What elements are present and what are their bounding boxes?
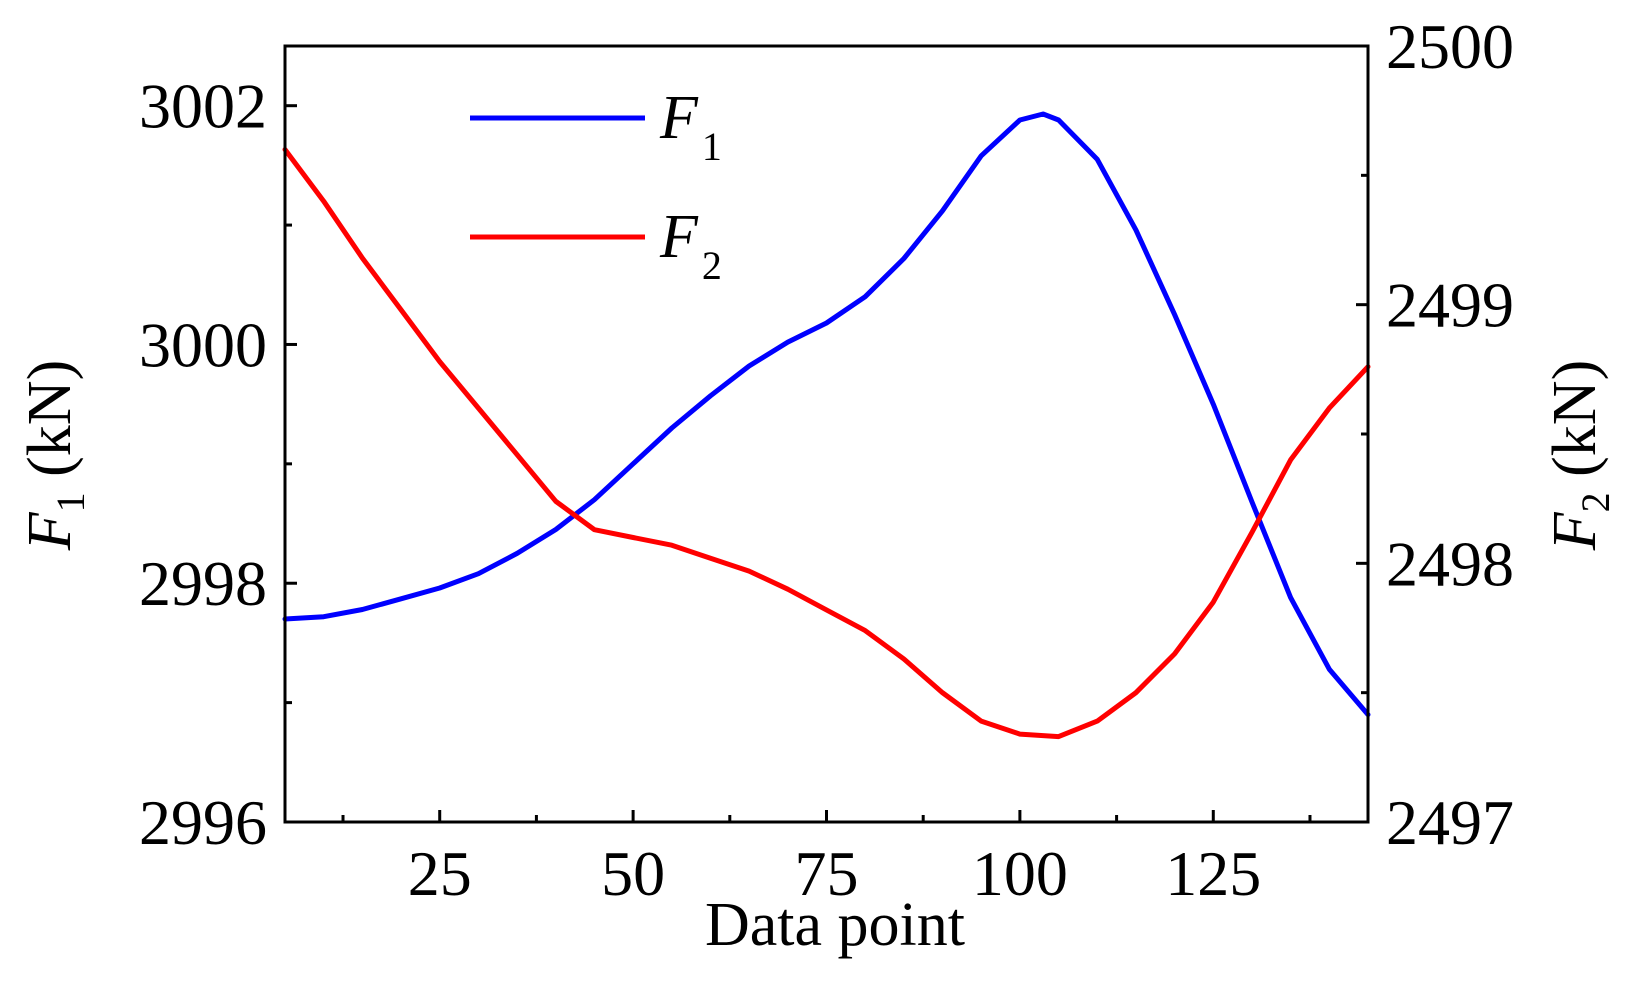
y-right-title-unit: (kN) [1541, 360, 1609, 493]
legend-f1-symbol: F [659, 84, 699, 152]
y-right-tick-label: 2498 [1386, 528, 1514, 599]
y-left-tick-label: 3002 [139, 71, 267, 142]
y-right-tick-label: 2500 [1386, 11, 1514, 82]
x-tick-label: 100 [972, 838, 1068, 909]
y-right-tick-label: 2499 [1386, 270, 1514, 341]
y-axis-left-title: F1 (kN) [16, 360, 93, 551]
y-left-title-symbol: F [16, 511, 84, 551]
x-tick-label: 50 [601, 838, 665, 909]
y-right-title-subscript: 2 [1573, 492, 1618, 512]
y-left-title-subscript: 1 [48, 492, 93, 512]
y-left-tick-label: 2998 [139, 548, 267, 619]
y-axis-right-title: F2 (kN) [1541, 360, 1618, 551]
y-left-tick-label: 2996 [139, 787, 267, 858]
x-axis-title: Data point [705, 891, 965, 959]
legend-f2-subscript: 2 [702, 243, 722, 288]
x-tick-label: 25 [408, 838, 472, 909]
y-left-title-unit: (kN) [16, 360, 84, 493]
y-right-title-symbol: F [1541, 511, 1609, 551]
x-tick-label: 75 [795, 838, 859, 909]
plot-frame [283, 44, 1370, 824]
y-right-tick-label: 2497 [1386, 787, 1514, 858]
x-tick-label: 125 [1165, 838, 1261, 909]
legend-f1-subscript: 1 [702, 124, 722, 169]
y-left-tick-label: 3000 [139, 309, 267, 380]
series-line-f1 [282, 111, 1371, 718]
legend-f2-symbol: F [659, 203, 699, 271]
series-line-f2 [282, 147, 1371, 740]
